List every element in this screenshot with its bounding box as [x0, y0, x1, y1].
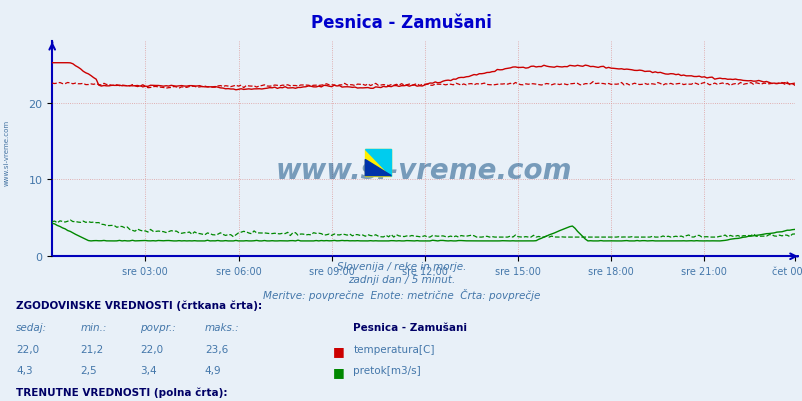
Text: TRENUTNE VREDNOSTI (polna črta):: TRENUTNE VREDNOSTI (polna črta):	[16, 387, 227, 397]
Text: Meritve: povprečne  Enote: metrične  Črta: povprečje: Meritve: povprečne Enote: metrične Črta:…	[262, 288, 540, 300]
Text: Pesnica - Zamušani: Pesnica - Zamušani	[310, 14, 492, 32]
Text: Pesnica - Zamušani: Pesnica - Zamušani	[353, 322, 467, 332]
Text: maks.:: maks.:	[205, 322, 239, 332]
Text: pretok[m3/s]: pretok[m3/s]	[353, 365, 420, 375]
Text: Slovenija / reke in morje.: Slovenija / reke in morje.	[336, 261, 466, 271]
Text: 22,0: 22,0	[140, 344, 164, 354]
Text: sedaj:: sedaj:	[16, 322, 47, 332]
Polygon shape	[365, 149, 391, 176]
Text: 2,5: 2,5	[80, 365, 97, 375]
Bar	[365, 149, 391, 176]
Text: min.:: min.:	[80, 322, 107, 332]
Text: ■: ■	[333, 344, 345, 357]
Text: 3,4: 3,4	[140, 365, 157, 375]
Text: 21,2: 21,2	[80, 344, 103, 354]
Polygon shape	[365, 160, 391, 176]
Text: zadnji dan / 5 minut.: zadnji dan / 5 minut.	[347, 275, 455, 285]
Text: www.si-vreme.com: www.si-vreme.com	[275, 157, 571, 185]
Text: 4,9: 4,9	[205, 365, 221, 375]
Text: 22,0: 22,0	[16, 344, 39, 354]
Text: ■: ■	[333, 365, 345, 378]
Text: povpr.:: povpr.:	[140, 322, 176, 332]
Text: 23,6: 23,6	[205, 344, 228, 354]
Text: temperatura[C]: temperatura[C]	[353, 344, 434, 354]
Text: www.si-vreme.com: www.si-vreme.com	[3, 119, 10, 185]
Text: 4,3: 4,3	[16, 365, 33, 375]
Text: ZGODOVINSKE VREDNOSTI (črtkana črta):: ZGODOVINSKE VREDNOSTI (črtkana črta):	[16, 300, 262, 310]
